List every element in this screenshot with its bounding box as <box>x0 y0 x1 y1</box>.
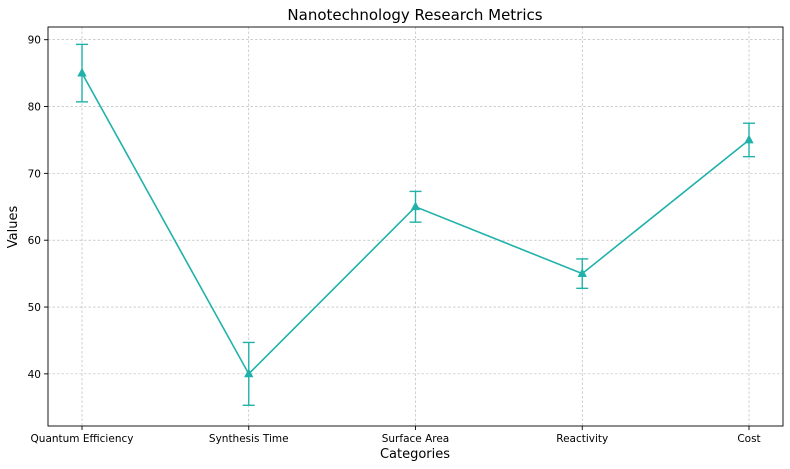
x-tick-label: Reactivity <box>556 433 608 445</box>
y-tick-label: 40 <box>28 369 41 381</box>
x-axis-label: Categories <box>380 447 450 462</box>
y-axis-label: Values <box>6 206 21 249</box>
y-tick-label: 80 <box>28 102 41 114</box>
axis-ticks: Quantum Efficiency Synthesis Time Surface … <box>28 35 761 445</box>
y-tick-label: 90 <box>28 35 41 47</box>
y-tick-label: 60 <box>28 235 41 247</box>
data-point-marker <box>244 368 254 378</box>
data-point-marker <box>77 67 87 77</box>
x-tick-label: Synthesis Time <box>209 433 289 445</box>
data-point-marker <box>577 268 587 278</box>
x-tick-label: Cost <box>737 433 760 445</box>
x-tick-label: Quantum Efficiency <box>31 433 134 445</box>
chart-title: Nanotechnology Research Metrics <box>287 6 542 24</box>
y-tick-label: 50 <box>28 302 41 314</box>
grid <box>48 27 783 426</box>
data-point-marker <box>410 201 421 211</box>
y-tick-label: 70 <box>28 168 41 180</box>
data-point-marker <box>744 134 754 144</box>
series <box>76 43 755 406</box>
x-tick-label: Surface Area <box>382 433 450 445</box>
